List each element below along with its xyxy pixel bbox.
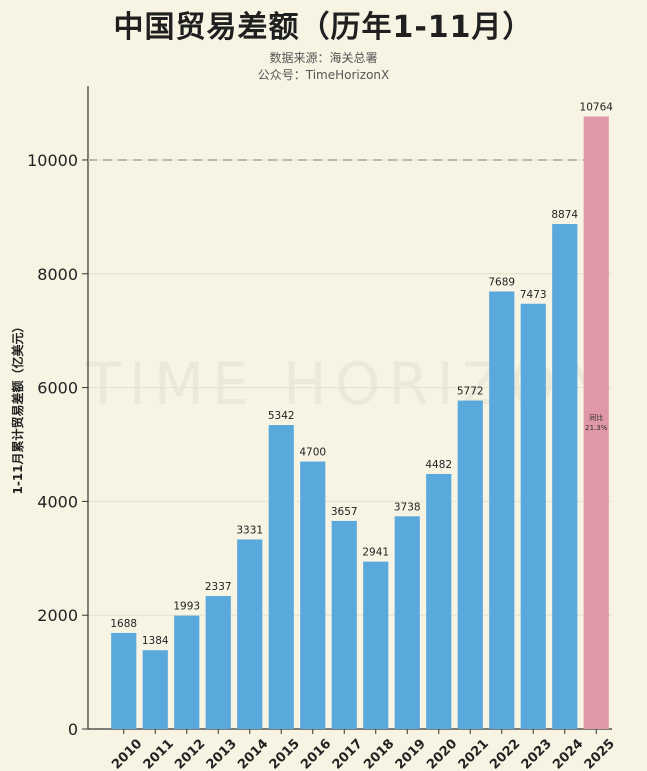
x-tick-label: 2021	[456, 736, 492, 771]
bar-value-label: 5772	[457, 386, 484, 398]
x-tick-label: 2011	[141, 736, 177, 771]
bar-highlight	[583, 116, 609, 730]
bar	[520, 303, 546, 729]
bar	[205, 596, 231, 729]
y-tick-label: 10000	[27, 151, 78, 170]
bar-value-label: 10764	[580, 101, 614, 113]
bar	[552, 224, 578, 729]
bar-value-label: 4482	[425, 459, 452, 471]
bar	[300, 461, 326, 729]
bar-value-label: 1688	[110, 618, 137, 630]
yoy-change-label: 21.3%	[585, 424, 608, 432]
x-tick-label: 2022	[487, 736, 523, 771]
x-tick-label: 2017	[330, 736, 366, 771]
y-tick-label: 8000	[37, 265, 78, 284]
x-tick-label: 2014	[235, 736, 271, 771]
bar-value-label: 1384	[142, 635, 169, 647]
x-tick-label: 2018	[361, 736, 397, 771]
bar	[489, 291, 515, 729]
bar	[111, 632, 137, 729]
x-tick-label: 2010	[109, 736, 145, 771]
bar-value-label: 4700	[299, 447, 326, 459]
y-tick-label: 6000	[37, 379, 78, 398]
bar-value-label: 5342	[268, 410, 295, 422]
bar-value-label: 7689	[488, 276, 515, 288]
bar	[331, 520, 357, 729]
bar-value-label: 3331	[236, 524, 263, 536]
bar-value-label: 3738	[394, 501, 421, 513]
bar-value-label: 1993	[173, 601, 200, 613]
y-tick-label: 4000	[37, 492, 78, 511]
watermark: TIME HORIZON	[85, 350, 615, 418]
bar-value-label: 8874	[551, 209, 578, 221]
y-axis-label: 1-11月累计贸易差额（亿美元）	[10, 320, 25, 494]
y-tick-label: 0	[68, 720, 78, 739]
bar	[363, 561, 389, 729]
bar	[268, 425, 294, 729]
bar	[426, 473, 452, 729]
x-tick-label: 2012	[172, 736, 208, 771]
bar	[174, 615, 200, 729]
chart-title: 中国贸易差额（历年1-11月）	[113, 10, 534, 45]
bar-value-label: 3657	[331, 506, 358, 518]
bar	[142, 650, 168, 729]
x-tick-label: 2024	[550, 736, 586, 771]
bar-value-label: 2337	[205, 581, 232, 593]
source-text: 数据来源：海关总署	[269, 51, 378, 65]
x-tick-label: 2025	[582, 736, 618, 771]
x-tick-label: 2020	[424, 736, 460, 771]
x-tick-label: 2023	[519, 736, 555, 771]
x-tick-label: 2016	[298, 736, 334, 771]
bar-value-label: 7473	[520, 289, 547, 301]
x-tick-label: 2013	[204, 736, 240, 771]
y-tick-label: 2000	[37, 606, 78, 625]
bar	[457, 400, 483, 729]
account-text: 公众号：TimeHorizonX	[257, 68, 390, 82]
bar	[394, 516, 420, 729]
bar-value-label: 2941	[362, 547, 389, 559]
bar	[237, 539, 263, 729]
x-tick-label: 2015	[267, 736, 303, 771]
x-tick-label: 2019	[393, 736, 429, 771]
yoy-change-label: 同比	[589, 413, 603, 422]
